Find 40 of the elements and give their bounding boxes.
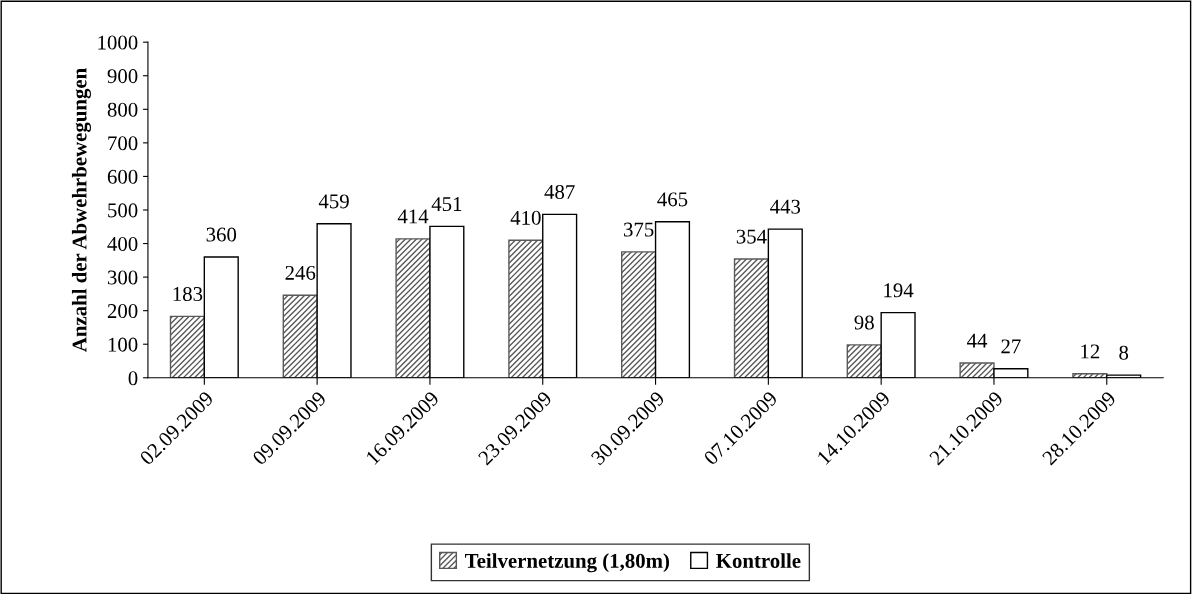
y-tick-label: 1000 (98, 35, 138, 50)
data-label: 459 (318, 194, 349, 209)
data-label: 12 (1081, 344, 1100, 359)
data-label: 443 (770, 199, 801, 214)
data-label: 375 (624, 222, 654, 237)
data-label: 98 (854, 315, 874, 330)
y-tick-label: 800 (107, 102, 138, 117)
data-label: 246 (285, 265, 316, 280)
bar (846, 344, 882, 378)
data-label: 8 (1119, 345, 1129, 360)
bar (169, 315, 206, 378)
bar (282, 294, 318, 378)
legend-label: Teilvernetzung (1,80m) (465, 553, 670, 573)
bar (395, 238, 431, 378)
y-tick-label: 600 (107, 169, 138, 184)
bar (733, 258, 770, 378)
data-label: 360 (206, 227, 237, 242)
y-tick-label: 100 (108, 337, 138, 352)
y-tick-label: 200 (107, 304, 138, 319)
y-tick-label: 900 (107, 69, 138, 84)
data-label: 44 (967, 333, 988, 348)
bar (508, 239, 544, 378)
bar (959, 362, 995, 378)
data-label: 465 (657, 192, 688, 207)
data-label: 183 (173, 286, 203, 302)
data-label: 410 (510, 210, 541, 225)
y-axis-title: Anzahl der Abwehrbewegungen (71, 68, 91, 352)
y-tick-label: 400 (107, 236, 138, 251)
legend-label: Kontrolle (716, 553, 801, 568)
y-tick-label: 500 (108, 203, 138, 218)
data-label: 27 (1001, 339, 1021, 354)
data-label: 194 (884, 283, 914, 298)
data-label: 451 (431, 197, 462, 212)
y-tick-label: 300 (107, 270, 138, 285)
y-tick-label: 0 (128, 371, 138, 386)
bar (621, 251, 657, 378)
data-label: 354 (736, 229, 767, 244)
y-tick-label: 700 (108, 136, 138, 151)
data-label: 487 (544, 184, 575, 199)
data-label: 414 (397, 209, 429, 224)
